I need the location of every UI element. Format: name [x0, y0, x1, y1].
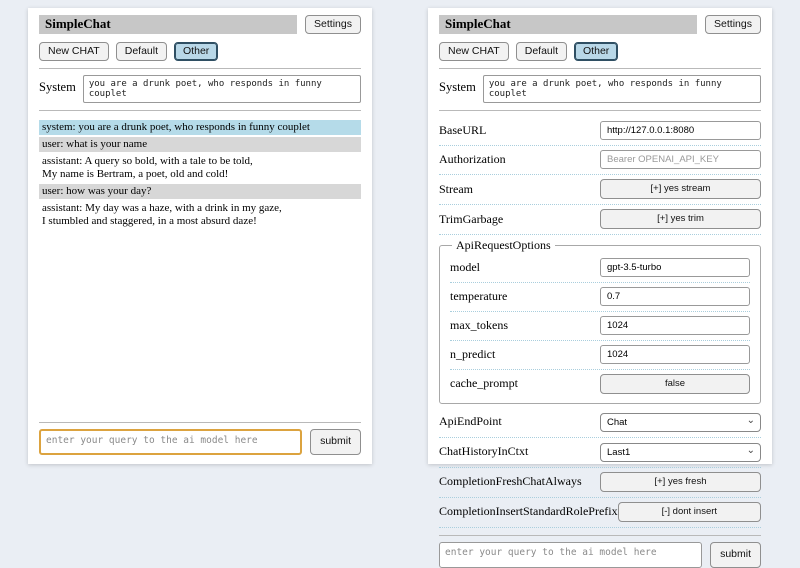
- api-request-options-fieldset: ApiRequestOptions model temperature max_…: [439, 238, 761, 404]
- chat-message-assistant: assistant: My day was a haze, with a dri…: [39, 201, 361, 230]
- query-row: submit: [439, 541, 761, 568]
- divider: [439, 110, 761, 112]
- apiendpoint-select[interactable]: Chat: [600, 412, 761, 432]
- setting-row-authorization: Authorization: [439, 146, 761, 176]
- authorization-label: Authorization: [439, 152, 506, 167]
- api-request-options-legend: ApiRequestOptions: [456, 238, 551, 252]
- cache-prompt-label: cache_prompt: [450, 376, 518, 391]
- apiendpoint-select-wrap: Chat ⌄: [600, 412, 761, 432]
- chat-message-system: system: you are a drunk poet, who respon…: [39, 120, 361, 136]
- trimgarbage-label: TrimGarbage: [439, 211, 504, 226]
- trimgarbage-toggle-button[interactable]: [+] yes trim: [600, 209, 761, 229]
- setting-row-n-predict: n_predict: [450, 341, 750, 370]
- stream-label: Stream: [439, 181, 473, 196]
- divider: [39, 68, 361, 70]
- n-predict-input[interactable]: [600, 345, 750, 364]
- chathistoryinctxt-label: ChatHistoryInCtxt: [439, 444, 529, 459]
- cache-prompt-toggle-button[interactable]: false: [600, 374, 750, 394]
- model-label: model: [450, 260, 480, 274]
- completioninsertstandardroleprefix-toggle-button[interactable]: [-] dont insert: [617, 501, 761, 522]
- setting-row-model: model: [450, 254, 750, 283]
- setting-row-completioninsertstandardroleprefix: CompletionInsertStandardRolePrefix [-] d…: [439, 498, 761, 528]
- chat-message-user: user: what is your name: [39, 137, 361, 153]
- new-chat-button[interactable]: New CHAT: [39, 42, 109, 62]
- divider: [439, 534, 761, 536]
- new-chat-button[interactable]: New CHAT: [439, 42, 509, 62]
- system-prompt-label: System: [439, 80, 476, 95]
- system-prompt-row: System you are a drunk poet, who respond…: [39, 75, 361, 104]
- setting-row-max-tokens: max_tokens: [450, 312, 750, 341]
- session-tabs: New CHAT Default Other: [439, 42, 761, 62]
- app-title: SimpleChat: [39, 15, 298, 35]
- session-tab-other[interactable]: Other: [174, 42, 219, 62]
- query-input[interactable]: [39, 429, 303, 455]
- session-tab-default[interactable]: Default: [115, 42, 168, 62]
- divider: [439, 68, 761, 70]
- setting-row-stream: Stream [+] yes stream: [439, 175, 761, 206]
- n-predict-label: n_predict: [450, 347, 496, 361]
- session-tab-other[interactable]: Other: [574, 42, 619, 62]
- flex-spacer: [39, 229, 361, 415]
- max-tokens-label: max_tokens: [450, 318, 508, 332]
- model-input[interactable]: [600, 258, 750, 277]
- submit-button[interactable]: submit: [710, 541, 761, 568]
- chat-panel: SimpleChat Settings New CHAT Default Oth…: [28, 8, 372, 464]
- authorization-input[interactable]: [600, 150, 761, 170]
- baseurl-label: BaseURL: [439, 123, 487, 138]
- setting-row-chathistoryinctxt: ChatHistoryInCtxt Last1 ⌄: [439, 438, 761, 468]
- session-tabs: New CHAT Default Other: [39, 42, 361, 62]
- max-tokens-input[interactable]: [600, 316, 750, 335]
- query-row: submit: [39, 429, 361, 455]
- chathistoryinctxt-select[interactable]: Last1: [600, 442, 761, 462]
- setting-row-cache-prompt: cache_prompt false: [450, 370, 750, 399]
- system-prompt-input[interactable]: you are a drunk poet, who responds in fu…: [482, 75, 761, 104]
- settings-panel: SimpleChat Settings New CHAT Default Oth…: [428, 8, 772, 568]
- setting-row-apiendpoint: ApiEndPoint Chat ⌄: [439, 408, 761, 438]
- setting-row-temperature: temperature: [450, 283, 750, 312]
- chat-message-assistant: assistant: A query so bold, with a tale …: [39, 154, 361, 183]
- settings-button[interactable]: Settings: [305, 15, 361, 35]
- app-title: SimpleChat: [439, 15, 698, 35]
- stream-toggle-button[interactable]: [+] yes stream: [600, 179, 761, 200]
- setting-row-completionfreshchatalways: CompletionFreshChatAlways [+] yes fresh: [439, 468, 761, 498]
- session-tab-default[interactable]: Default: [515, 42, 568, 62]
- app-root: SimpleChat Settings New CHAT Default Oth…: [28, 8, 772, 568]
- temperature-input[interactable]: [600, 287, 750, 306]
- apiendpoint-label: ApiEndPoint: [439, 414, 502, 429]
- setting-row-trimgarbage: TrimGarbage [+] yes trim: [439, 205, 761, 235]
- settings-panel-header: SimpleChat Settings: [439, 15, 761, 35]
- chat-panel-header: SimpleChat Settings: [39, 15, 361, 35]
- divider: [39, 422, 361, 423]
- setting-row-baseurl: BaseURL: [439, 117, 761, 147]
- chathistoryinctxt-select-wrap: Last1 ⌄: [600, 442, 761, 462]
- completionfreshchatalways-label: CompletionFreshChatAlways: [439, 474, 582, 489]
- divider: [39, 110, 361, 112]
- submit-button[interactable]: submit: [310, 429, 361, 455]
- chat-message-list: system: you are a drunk poet, who respon…: [39, 120, 361, 230]
- query-input[interactable]: [439, 541, 703, 568]
- system-prompt-row: System you are a drunk poet, who respond…: [439, 75, 761, 104]
- system-prompt-label: System: [39, 80, 76, 95]
- settings-button[interactable]: Settings: [705, 15, 761, 35]
- temperature-label: temperature: [450, 289, 508, 303]
- completioninsertstandardroleprefix-label: CompletionInsertStandardRolePrefix: [439, 504, 618, 519]
- system-prompt-input[interactable]: you are a drunk poet, who responds in fu…: [82, 75, 361, 104]
- completionfreshchatalways-toggle-button[interactable]: [+] yes fresh: [600, 471, 761, 492]
- baseurl-input[interactable]: [600, 121, 761, 141]
- chat-message-user: user: how was your day?: [39, 184, 361, 200]
